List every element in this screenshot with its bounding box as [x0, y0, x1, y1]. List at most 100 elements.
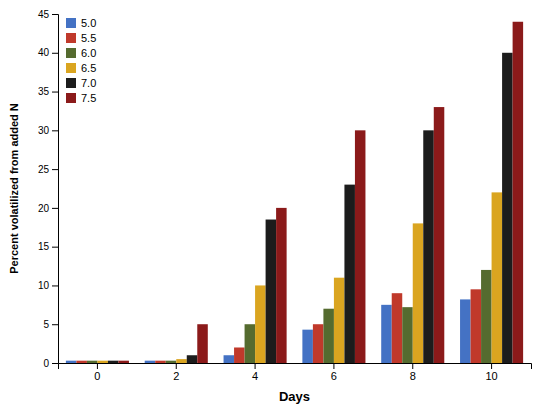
bar-series — [118, 22, 523, 363]
legend-swatch — [66, 78, 76, 88]
x-tick-label: 2 — [173, 370, 179, 382]
legend-item: 7.0 — [66, 77, 96, 89]
legend-item: 6.0 — [66, 47, 96, 59]
legend: 5.0 5.5 6.0 6.5 7.0 7.5 — [66, 17, 96, 104]
bar — [108, 361, 119, 363]
x-tick-mark — [255, 363, 256, 369]
bar — [344, 185, 355, 363]
x-tick: 10 — [485, 363, 497, 382]
x-axis: 0 2 4 6 8 10 — [59, 363, 532, 382]
y-tick-mark — [52, 53, 58, 54]
legend-swatch — [66, 48, 76, 58]
y-tick-mark — [52, 169, 58, 170]
y-axis-title: Percent volatilized from added N — [8, 103, 20, 274]
y-tick-label: 0 — [43, 358, 49, 369]
y-tick-mark — [52, 363, 58, 364]
x-tick: 8 — [410, 363, 416, 382]
x-tick-mark — [97, 363, 98, 369]
bar — [381, 305, 392, 363]
y-tick-label: 5 — [43, 319, 49, 330]
y-tick-mark — [52, 247, 58, 248]
legend-label: 7.0 — [81, 77, 96, 89]
bar — [145, 361, 156, 363]
legend-item: 7.5 — [66, 92, 96, 104]
y-tick-label: 45 — [38, 9, 50, 20]
y-tick-label: 30 — [38, 125, 50, 136]
legend-swatch — [66, 33, 76, 43]
y-tick-label: 35 — [38, 86, 50, 97]
y-tick-label: 25 — [38, 164, 50, 175]
x-tick: 6 — [331, 363, 337, 382]
y-tick: 25 — [38, 164, 58, 175]
bar — [176, 359, 187, 363]
x-tick-mark — [412, 363, 413, 369]
y-tick-mark — [52, 14, 58, 15]
x-axis-title: Days — [279, 389, 310, 404]
y-tick: 40 — [38, 47, 58, 58]
x-axis-line — [59, 364, 532, 370]
y-axis-line — [52, 15, 59, 364]
bar — [513, 22, 524, 363]
y-tick: 15 — [38, 241, 58, 252]
bar — [224, 355, 235, 363]
y-tick: 20 — [38, 203, 58, 214]
legend-label: 6.5 — [81, 62, 96, 74]
bar — [245, 324, 256, 363]
plot: 0 5 10 15 20 25 30 35 40 45 0 2 4 6 8 10 Days Percent vol… — [8, 9, 532, 404]
x-tick-label: 0 — [94, 370, 100, 382]
x-tick-mark — [176, 363, 177, 369]
bar — [423, 130, 434, 363]
legend-swatch — [66, 63, 76, 73]
x-tick: 4 — [252, 363, 258, 382]
bar — [323, 309, 334, 363]
bar — [255, 285, 266, 363]
bar — [355, 130, 366, 363]
legend-swatch — [66, 18, 76, 28]
legend-swatch — [66, 93, 76, 103]
bar — [334, 278, 345, 363]
bar-series — [108, 53, 513, 363]
bar — [313, 324, 324, 363]
bar — [302, 330, 313, 363]
bar — [502, 53, 513, 363]
x-tick-label: 4 — [252, 370, 258, 382]
y-tick: 10 — [38, 280, 58, 291]
legend-label: 5.5 — [81, 32, 96, 44]
y-tick-mark — [52, 92, 58, 93]
bar — [471, 289, 482, 363]
x-tick-label: 10 — [485, 370, 497, 382]
bar — [276, 208, 287, 363]
legend-item: 6.5 — [66, 62, 96, 74]
y-tick-mark — [52, 130, 58, 131]
x-tick: 2 — [173, 363, 179, 382]
bar — [87, 361, 98, 363]
legend-item: 5.0 — [66, 17, 96, 29]
y-tick: 45 — [38, 9, 58, 20]
legend-label: 7.5 — [81, 92, 96, 104]
bar — [76, 361, 87, 363]
bar — [155, 361, 166, 363]
bar — [266, 220, 277, 363]
bar — [187, 355, 198, 363]
legend-label: 5.0 — [81, 17, 96, 29]
x-tick: 0 — [94, 363, 100, 382]
bar — [460, 299, 471, 363]
y-tick-label: 15 — [38, 241, 50, 252]
x-tick-mark — [333, 363, 334, 369]
y-tick-mark — [52, 208, 58, 209]
bar — [392, 293, 403, 363]
legend-label: 6.0 — [81, 47, 96, 59]
bar — [66, 361, 77, 363]
legend-item: 5.5 — [66, 32, 96, 44]
bar — [481, 270, 492, 363]
bar — [434, 107, 445, 363]
x-tick-mark — [491, 363, 492, 369]
bar — [492, 192, 503, 363]
bars — [66, 22, 523, 363]
bar — [413, 223, 424, 363]
y-tick: 30 — [38, 125, 58, 136]
y-axis: 0 5 10 15 20 25 30 35 40 45 — [38, 9, 59, 369]
y-tick-mark — [52, 324, 58, 325]
bar — [97, 361, 108, 363]
y-tick: 0 — [43, 358, 58, 369]
